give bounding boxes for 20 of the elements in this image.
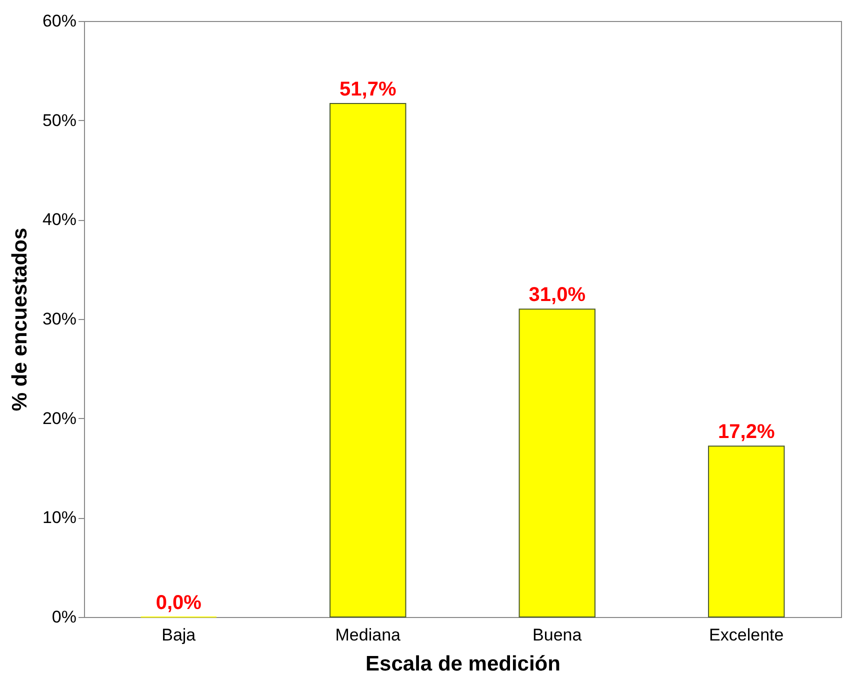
x-tick-label: Baja (162, 626, 196, 644)
bar (708, 446, 785, 618)
x-tick-label: Buena (532, 626, 582, 644)
bar (330, 102, 406, 618)
y-tick-label: 50% (42, 110, 76, 130)
y-axis-title: % de encuestados (8, 228, 32, 412)
x-tick-label: Excelente (709, 626, 784, 644)
y-tick-label: 30% (42, 310, 76, 328)
x-tick-label: Mediana (335, 626, 402, 644)
y-tick-label: 60% (42, 12, 76, 30)
data-label: 0,0% (156, 592, 202, 614)
y-tick-label: 20% (42, 408, 76, 428)
data-label: 31,0% (528, 284, 586, 306)
y-tick-label: 40% (42, 210, 76, 230)
x-axis-title: Escala de medición (366, 652, 560, 676)
bar (518, 308, 596, 618)
data-label: 17,2% (718, 421, 775, 444)
y-tick-label: 10% (42, 508, 76, 528)
data-label: 51,7% (340, 78, 396, 100)
y-tick-label: 0% (52, 608, 76, 626)
